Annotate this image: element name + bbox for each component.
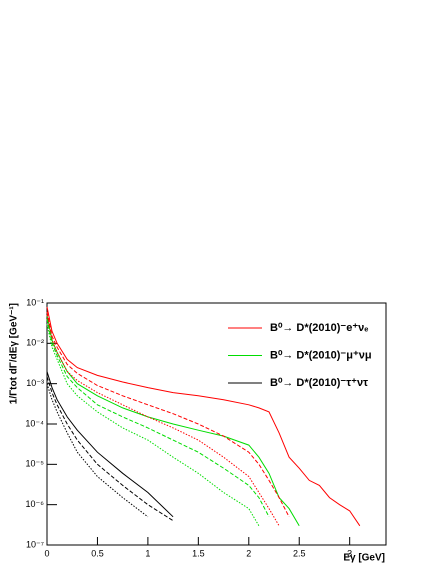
y-tick-label: 10⁻⁷ — [26, 539, 44, 549]
x-tick-label: 3 — [347, 548, 352, 558]
series-line — [46, 311, 290, 518]
series-line — [46, 315, 300, 527]
y-tick-label: 10⁻³ — [26, 378, 44, 388]
x-tick-label: 2.5 — [293, 548, 306, 558]
y-tick-label: 10⁻⁶ — [26, 499, 45, 509]
legend-label: B⁰→ D*(2010)⁻μ⁺νμ — [270, 349, 372, 361]
y-tick-label: 10⁻² — [26, 338, 44, 348]
x-tick-label: 0 — [44, 548, 49, 558]
series-line — [46, 323, 260, 527]
plot-frame — [46, 302, 387, 546]
y-tick-label: 10⁻⁴ — [25, 418, 44, 428]
series-line — [46, 383, 149, 518]
series-line — [46, 318, 270, 518]
x-axis-label: Eγ [GeV] — [343, 553, 385, 564]
series-line — [46, 376, 174, 522]
x-tick-label: 2 — [246, 548, 251, 558]
series-line — [46, 371, 174, 518]
legend-label: B⁰→ D*(2010)⁻τ⁺ντ — [270, 377, 368, 389]
y-tick-label: 10⁻¹ — [26, 297, 44, 307]
y-tick-label: 10⁻⁵ — [26, 459, 45, 469]
x-tick-label: 1 — [145, 548, 150, 558]
series-line — [46, 306, 361, 527]
x-tick-label: 1.5 — [192, 548, 205, 558]
y-axis-label: 1/Γtot dΓ/dEγ [GeV⁻¹] — [9, 303, 20, 404]
x-tick-label: 0.5 — [91, 548, 104, 558]
series-line — [46, 315, 280, 527]
legend-label: B⁰→ D*(2010)⁻e⁺νₑ — [270, 322, 368, 334]
